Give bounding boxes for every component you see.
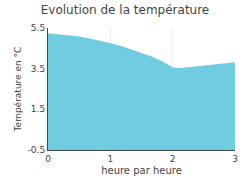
svg-text:3.5: 3.5 bbox=[31, 64, 45, 74]
svg-text:3: 3 bbox=[232, 154, 238, 164]
svg-text:5.5: 5.5 bbox=[31, 23, 45, 33]
svg-text:2: 2 bbox=[170, 154, 176, 164]
svg-text:1.5: 1.5 bbox=[31, 104, 45, 114]
svg-text:Température en °C: Température en °C bbox=[13, 47, 23, 133]
svg-text:-0.5: -0.5 bbox=[28, 145, 46, 155]
svg-text:0: 0 bbox=[45, 154, 51, 164]
svg-text:heure par heure: heure par heure bbox=[101, 165, 182, 176]
svg-text:Evolution de la température: Evolution de la température bbox=[41, 3, 210, 17]
svg-text:1: 1 bbox=[107, 154, 113, 164]
